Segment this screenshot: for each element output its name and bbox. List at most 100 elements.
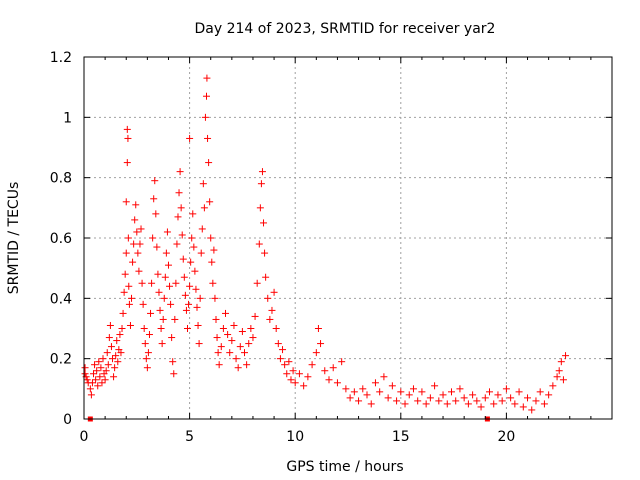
x-tick-label: 5 <box>185 429 194 445</box>
data-point <box>86 385 94 393</box>
data-point <box>92 376 100 384</box>
data-point <box>197 249 205 257</box>
data-point <box>314 325 322 332</box>
data-point <box>397 388 405 396</box>
data-point <box>393 397 401 405</box>
data-point <box>123 125 131 133</box>
data-point <box>208 258 216 266</box>
data-point <box>215 361 223 369</box>
data-point <box>232 355 240 363</box>
data-point <box>272 325 280 332</box>
data-point <box>209 279 217 287</box>
y-axis-label: SRMTID / TECUs <box>6 182 22 295</box>
data-point <box>460 394 468 402</box>
data-point <box>130 240 138 248</box>
data-point <box>113 337 121 345</box>
data-point <box>371 379 379 387</box>
data-point <box>464 400 472 408</box>
data-point <box>238 328 246 336</box>
data-point <box>185 300 193 308</box>
data-point <box>257 180 265 188</box>
y-tick-label: 0.4 <box>50 291 72 307</box>
data-point <box>312 349 320 357</box>
data-point <box>230 321 238 329</box>
data-point <box>234 364 242 372</box>
x-axis-label: GPS time / hours <box>286 459 403 475</box>
data-point <box>532 397 540 405</box>
data-point <box>156 306 164 314</box>
data-point <box>507 394 515 402</box>
y-tick-label: 1 <box>63 110 72 126</box>
data-point <box>119 309 127 317</box>
data-point <box>101 376 109 384</box>
data-point <box>490 400 498 408</box>
data-point <box>107 343 115 351</box>
data-point <box>132 201 140 209</box>
data-point <box>329 364 337 372</box>
data-point <box>124 134 132 142</box>
data-point <box>155 288 163 296</box>
data-point <box>321 367 329 375</box>
data-point <box>133 228 141 236</box>
data-point <box>199 180 207 188</box>
data-point <box>258 168 266 176</box>
data-point <box>161 273 169 281</box>
data-point <box>350 388 358 396</box>
data-point <box>158 340 166 348</box>
data-point <box>338 358 346 366</box>
data-point <box>172 279 180 287</box>
data-point <box>447 388 455 396</box>
data-point <box>134 249 142 257</box>
data-point <box>122 249 130 257</box>
data-point <box>201 113 209 121</box>
data-point <box>285 358 293 366</box>
data-point <box>163 228 171 236</box>
data-point <box>528 406 536 414</box>
data-point <box>143 364 151 372</box>
data-point <box>164 261 172 269</box>
data-point <box>342 385 350 393</box>
data-point <box>125 282 133 290</box>
data-point <box>264 294 272 302</box>
data-point <box>253 279 261 287</box>
data-point <box>384 394 392 402</box>
data-point <box>281 361 289 369</box>
data-point <box>179 255 187 263</box>
data-point <box>418 388 426 396</box>
data-point <box>97 364 105 372</box>
data-point <box>159 315 167 323</box>
data-point <box>422 400 430 408</box>
data-point <box>99 355 107 363</box>
data-point <box>226 349 234 357</box>
x-tick-label: 10 <box>286 429 304 445</box>
chart-title: Day 214 of 2023, SRMTID for receiver yar… <box>195 21 496 37</box>
y-tick-label: 1.2 <box>50 50 72 66</box>
data-point <box>247 325 255 332</box>
data-point <box>200 204 208 212</box>
axis-ticks <box>83 56 612 420</box>
data-point <box>102 367 110 375</box>
y-tick-labels: 0 0.2 0.4 0.6 0.8 1 1.2 <box>50 50 72 428</box>
data-point <box>123 159 131 167</box>
data-point <box>300 382 308 390</box>
data-point <box>536 388 544 396</box>
data-point <box>109 355 117 363</box>
data-point <box>380 373 388 381</box>
data-point <box>243 361 251 369</box>
data-point <box>173 240 181 248</box>
data-point <box>295 370 303 378</box>
data-point <box>125 300 133 308</box>
data-point <box>120 288 128 296</box>
data-point <box>148 279 156 287</box>
data-point <box>118 325 126 332</box>
data-point <box>481 394 489 402</box>
data-point <box>469 391 477 399</box>
data-point <box>174 213 182 221</box>
data-point <box>367 400 375 408</box>
data-point <box>317 340 325 348</box>
data-point <box>228 337 236 345</box>
data-point <box>207 234 215 242</box>
